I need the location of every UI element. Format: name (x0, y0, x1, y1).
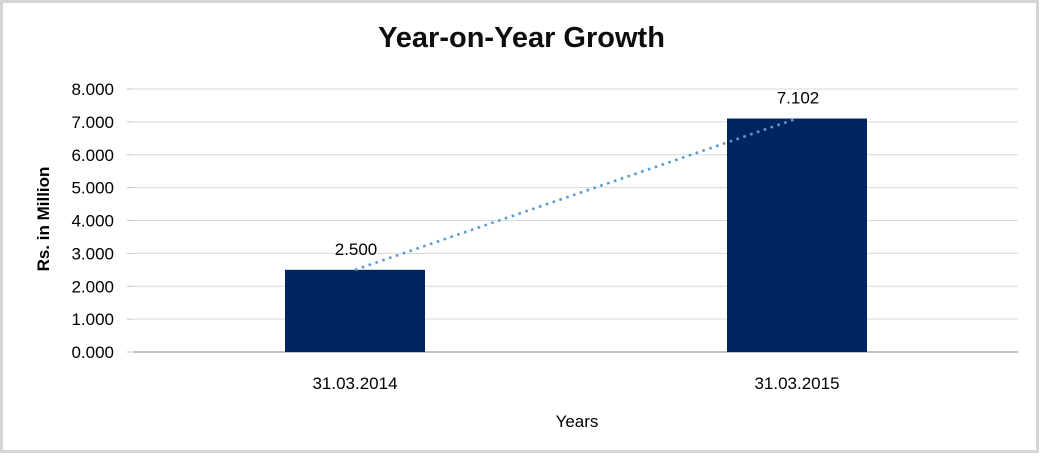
y-tick-label: 0.000 (71, 343, 114, 362)
y-tick-label: 6.000 (71, 146, 114, 165)
bar-31.03.2015 (727, 118, 867, 352)
y-tick-label: 2.000 (71, 277, 114, 296)
y-tick-label: 1.000 (71, 310, 114, 329)
chart-title: Year-on-Year Growth (378, 22, 665, 54)
x-category-label: 31.03.2014 (312, 374, 397, 393)
data-label: 7.102 (777, 89, 820, 108)
data-label: 2.500 (335, 240, 378, 259)
y-tick-label: 3.000 (71, 244, 114, 263)
y-tick-label: 8.000 (71, 80, 114, 99)
y-tick-label: 7.000 (71, 113, 114, 132)
trendline (354, 117, 798, 272)
x-category-label: 31.03.2015 (754, 374, 839, 393)
bar-31.03.2014 (285, 269, 425, 352)
y-tick-label: 4.000 (71, 212, 114, 231)
x-axis-title: Years (555, 412, 599, 431)
y-tick-label: 5.000 (71, 179, 114, 198)
